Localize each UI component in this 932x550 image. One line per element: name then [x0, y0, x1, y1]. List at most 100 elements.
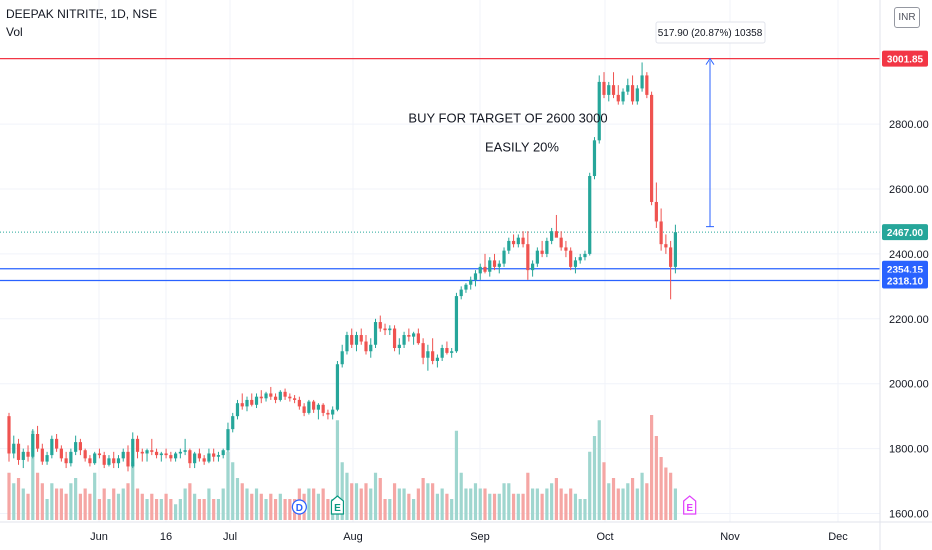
volume-bar — [93, 472, 97, 520]
candle-body — [40, 448, 44, 462]
candle-body — [16, 443, 21, 460]
candle-body — [231, 416, 235, 430]
candle-body — [164, 453, 168, 456]
text-annotations[interactable]: BUY FOR TARGET OF 2600 3000 EASILY 20% — [408, 110, 607, 154]
volume-bar — [288, 499, 292, 520]
candle-body — [407, 335, 411, 337]
candle-body — [235, 403, 240, 417]
volume-bar — [174, 504, 178, 520]
candle-body — [293, 398, 297, 400]
candle-body — [602, 81, 606, 95]
volume-legend[interactable]: Vol — [6, 25, 23, 39]
volume-bar — [212, 499, 216, 520]
volume-bar — [626, 483, 630, 520]
symbol-legend[interactable]: DEEPAK NITRITE, 1D, NSE — [6, 7, 158, 21]
volume-bar — [526, 472, 530, 520]
volume-bar — [540, 493, 544, 520]
candle-body — [483, 266, 487, 272]
currency-button[interactable]: INR — [894, 7, 920, 28]
candle-body — [278, 391, 282, 400]
price-tick-label: 1800.00 — [889, 444, 929, 456]
candle-body — [550, 231, 554, 241]
candle-body — [588, 176, 592, 254]
volume-bar — [621, 488, 625, 520]
volume-bar — [592, 436, 597, 520]
volume-bar — [183, 488, 187, 520]
volume-bar — [645, 483, 649, 520]
volume-bar — [483, 488, 487, 520]
volume-bar — [435, 493, 439, 520]
volume-bar — [269, 493, 273, 520]
annotation-text: EASILY 20% — [485, 140, 559, 155]
candle-body — [569, 250, 573, 267]
candle-body — [226, 429, 230, 451]
candle-body — [145, 450, 149, 454]
candle-body — [297, 399, 301, 407]
candle-body — [616, 94, 620, 102]
candle-body — [335, 364, 340, 410]
candle-body — [202, 458, 206, 462]
candle-body — [454, 296, 459, 352]
candle-body — [635, 88, 639, 102]
earnings-marker — [683, 495, 697, 515]
candle-body — [497, 263, 501, 267]
candle-body — [445, 348, 449, 353]
volume-bar — [521, 493, 525, 520]
volume-bar — [316, 493, 320, 520]
horizontal-levels[interactable] — [0, 57, 880, 282]
volume-bar — [650, 415, 654, 520]
price-tick-label: 2000.00 — [889, 379, 929, 391]
volume-bar — [454, 430, 459, 520]
annotation-text: BUY FOR TARGET OF 2600 3000 — [408, 110, 607, 125]
candle-body — [131, 438, 135, 467]
candle-body — [459, 289, 463, 297]
candle-body — [169, 455, 173, 459]
volume-bar — [488, 493, 492, 520]
candle-body — [488, 260, 492, 272]
volume-bar — [7, 472, 11, 520]
volume-bar — [497, 493, 501, 520]
candle-body — [250, 399, 254, 405]
candle-body — [573, 260, 578, 267]
candle-body — [664, 244, 668, 248]
candle-body — [193, 453, 197, 464]
candle-body — [307, 401, 311, 413]
price-range-measure[interactable]: 517.90 (20.87%) 10358 — [655, 21, 766, 228]
volume-bar — [554, 478, 558, 520]
volume-bar — [278, 493, 282, 520]
price-badge-label: 3001.85 — [887, 55, 924, 66]
volume-bar — [121, 488, 125, 520]
volume-bar — [12, 483, 16, 520]
volume-bar — [140, 493, 144, 520]
volume-bar — [473, 483, 478, 520]
candle-body — [531, 263, 535, 271]
candle-body — [83, 450, 87, 459]
volume-bar — [635, 488, 639, 520]
candle-body — [426, 351, 430, 358]
candle-body — [21, 451, 25, 460]
volume-bar — [50, 483, 54, 520]
volume-bars — [7, 415, 677, 520]
volume-bar — [535, 488, 539, 520]
candle-body — [669, 247, 673, 267]
volume-bar — [602, 462, 606, 520]
volume-bar — [273, 499, 278, 520]
measure-tooltip: 517.90 (20.87%) 10358 — [658, 28, 763, 39]
volume-bar — [345, 472, 349, 520]
time-tick-label: 16 — [160, 531, 172, 543]
event-letter: E — [334, 503, 341, 514]
measure-tooltip-box — [655, 21, 766, 44]
volume-bar — [35, 472, 40, 520]
volume-bar — [416, 488, 420, 520]
volume-bar — [440, 488, 444, 520]
volume-bar — [169, 499, 173, 520]
volume-bar — [545, 488, 549, 520]
candle-body — [630, 85, 635, 102]
volume-bar — [88, 493, 92, 520]
volume-bar — [326, 499, 330, 520]
volume-bar — [197, 499, 201, 520]
volume-bar — [45, 499, 49, 520]
